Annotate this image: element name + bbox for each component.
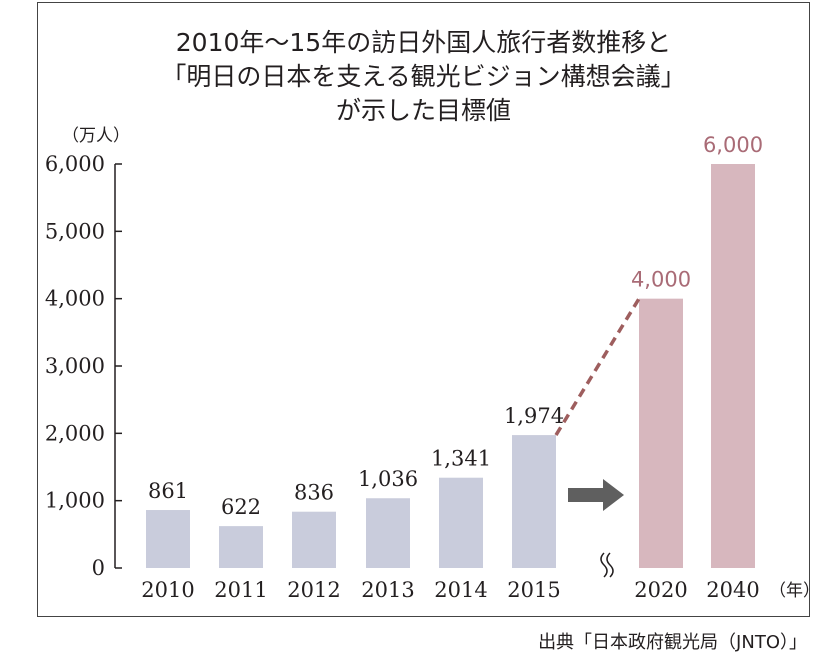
bar-2013 xyxy=(366,498,410,568)
x-tick-label-2012: 2012 xyxy=(287,578,340,602)
y-axis-label: （万人） xyxy=(62,126,130,146)
bar-2014 xyxy=(439,477,483,568)
x-tick-label-2011: 2011 xyxy=(214,578,267,602)
y-tick-label: 2,000 xyxy=(45,421,105,445)
x-tick-label-2013: 2013 xyxy=(361,578,414,602)
x-tick-label-2014: 2014 xyxy=(434,578,487,602)
y-tick-label: 4,000 xyxy=(45,287,105,311)
y-tick-label: 6,000 xyxy=(45,152,105,176)
y-tick-label: 1,000 xyxy=(45,489,105,513)
x-tick-label-2020: 2020 xyxy=(634,578,687,602)
x-axis-ticks: 2010 2011 2012 2013 2014 2015 2020 2040 xyxy=(141,578,759,602)
trend-dashed-line xyxy=(554,297,641,436)
bars xyxy=(146,164,755,568)
data-label-2015: 1,974 xyxy=(504,404,564,428)
axis-break-icon xyxy=(600,552,614,578)
bar-2020 xyxy=(639,298,683,568)
right-arrow-icon xyxy=(568,479,624,511)
data-label-2012: 836 xyxy=(294,481,334,505)
bar-2010 xyxy=(146,510,190,568)
bar-2015 xyxy=(512,435,556,568)
chart-title-line-2: 「明日の日本を支える観光ビジョン構想会議」 xyxy=(161,62,686,91)
x-tick-label-2015: 2015 xyxy=(507,578,560,602)
data-label-2011: 622 xyxy=(221,495,261,519)
data-labels: 861 622 836 1,036 1,341 1,974 4,000 6,000 xyxy=(148,133,763,519)
chart-title-line-3: が示した目標値 xyxy=(335,96,511,125)
y-tick-label: 5,000 xyxy=(45,219,105,243)
y-tick-label: 0 xyxy=(92,556,105,580)
data-label-2010: 861 xyxy=(148,479,188,503)
y-tick-label: 3,000 xyxy=(45,354,105,378)
y-axis: 0 1,000 2,000 3,000 4,000 5,000 6,000 xyxy=(45,152,122,580)
chart-frame xyxy=(37,2,810,617)
bar-2011 xyxy=(219,526,263,568)
data-label-2013: 1,036 xyxy=(358,467,418,491)
x-tick-label-2010: 2010 xyxy=(141,578,194,602)
source-note: 出典「日本政府観光局（JNTO）」 xyxy=(538,632,807,653)
x-tick-label-2040: 2040 xyxy=(706,578,759,602)
bar-2040 xyxy=(711,164,755,568)
chart-title-line-1: 2010年〜15年の訪日外国人旅行者数推移と xyxy=(175,28,672,57)
data-label-2040: 6,000 xyxy=(703,133,763,157)
bar-2012 xyxy=(292,511,336,568)
data-label-2014: 1,341 xyxy=(431,447,491,471)
data-label-2020: 4,000 xyxy=(631,268,691,292)
x-axis-unit-label: （年） xyxy=(769,581,820,601)
